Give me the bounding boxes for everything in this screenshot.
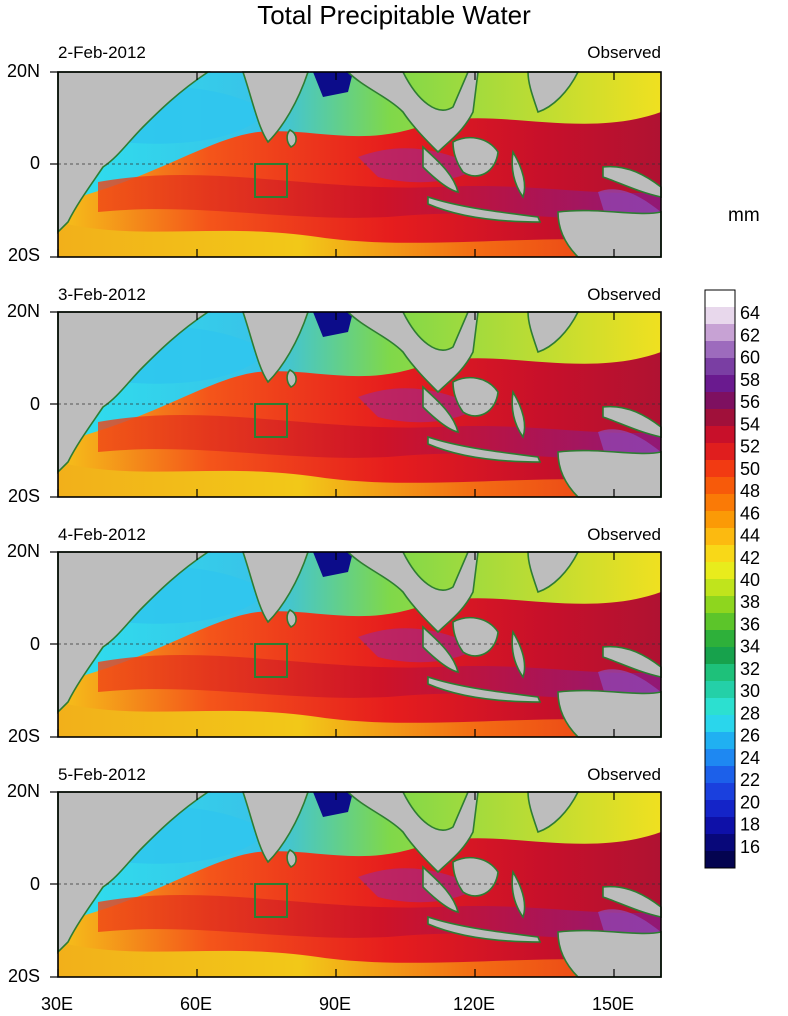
colorbar-swatch	[705, 732, 735, 750]
colorbar-label: 16	[740, 837, 760, 857]
colorbar-swatch	[705, 477, 735, 495]
colorbar-swatch	[705, 630, 735, 648]
panel-2-status: Observed	[587, 285, 661, 304]
colorbar-swatch	[705, 443, 735, 461]
colorbar-swatch	[705, 341, 735, 359]
panel-4-status: Observed	[587, 765, 661, 784]
lon-label-90e: 90E	[318, 994, 352, 1014]
panel-4-map	[57, 791, 662, 978]
panel-1-lat-0: 0	[29, 153, 40, 173]
colorbar-swatch	[705, 664, 735, 682]
colorbar-label: 62	[740, 325, 760, 345]
colorbar-swatch	[705, 698, 735, 716]
colorbar-label: 48	[740, 481, 760, 501]
colorbar-swatch	[705, 290, 735, 308]
colorbar-label: 38	[740, 592, 760, 612]
panel-2-date: 3-Feb-2012	[58, 285, 146, 304]
colorbar-label: 32	[740, 659, 760, 679]
colorbar-label: 58	[740, 370, 760, 390]
colorbar-label: 28	[740, 703, 760, 723]
colorbar-swatch	[705, 800, 735, 818]
colorbar-swatch	[705, 817, 735, 835]
colorbar-label: 24	[740, 748, 760, 768]
colorbar-swatch	[705, 834, 735, 852]
panel-3-map	[57, 551, 662, 738]
colorbar-label: 44	[740, 526, 760, 546]
colorbar-swatch	[705, 460, 735, 478]
colorbar-swatch	[705, 562, 735, 580]
colorbar-swatch	[705, 375, 735, 393]
colorbar-swatch	[705, 392, 735, 410]
panel-2-lat-20s: 20S	[7, 486, 40, 506]
panel-2-lat-20n: 20N	[6, 301, 40, 321]
colorbar-label: 40	[740, 570, 760, 590]
colorbar-swatch	[705, 358, 735, 376]
panel-3-lat-20s: 20S	[7, 726, 40, 746]
colorbar-swatch	[705, 324, 735, 342]
colorbar-label: 60	[740, 348, 760, 368]
panel-3-lat-0: 0	[29, 634, 40, 654]
lon-label-120e: 120E	[452, 994, 496, 1014]
panel-4-date: 5-Feb-2012	[58, 765, 146, 784]
colorbar-swatch	[705, 511, 735, 529]
panel-1-lat-20s: 20S	[7, 245, 40, 265]
panel-1-lat-20n: 20N	[6, 61, 40, 81]
panel-1-date: 2-Feb-2012	[58, 43, 146, 62]
figure-title: Total Precipitable Water	[257, 0, 531, 30]
colorbar-swatch	[705, 749, 735, 767]
lon-label-60e: 60E	[179, 994, 213, 1014]
highlight-box	[254, 163, 288, 198]
panel-3-status: Observed	[587, 525, 661, 544]
panel-4-lat-0: 0	[29, 874, 40, 894]
colorbar-label: 18	[740, 815, 760, 835]
colorbar-swatch	[705, 307, 735, 325]
colorbar-label: 26	[740, 726, 760, 746]
panel-4-lat-20s: 20S	[7, 966, 40, 986]
panel-2-map	[57, 311, 662, 498]
panel-4-lat-20n: 20N	[6, 781, 40, 801]
lon-label-150e: 150E	[591, 994, 635, 1014]
colorbar-swatch	[705, 783, 735, 801]
panel-1-map	[57, 71, 662, 258]
colorbar-swatch	[705, 596, 735, 614]
colorbar-units: mm	[728, 205, 760, 226]
lon-label-30e: 30E	[40, 994, 74, 1014]
colorbar-label: 20	[740, 792, 760, 812]
colorbar-label: 22	[740, 770, 760, 790]
panel-3-lat-20n: 20N	[6, 541, 40, 561]
colorbar-label: 46	[740, 503, 760, 523]
colorbar-swatch	[705, 579, 735, 597]
colorbar-label: 34	[740, 637, 760, 657]
colorbar-swatch	[705, 426, 735, 444]
colorbar-swatch	[705, 494, 735, 512]
axis-ticks	[50, 71, 615, 978]
colorbar-swatch	[705, 681, 735, 699]
colorbar-swatch	[705, 851, 735, 869]
colorbar-label: 36	[740, 614, 760, 634]
colorbar-swatch	[705, 545, 735, 563]
colorbar-label: 56	[740, 392, 760, 412]
colorbar-label: 30	[740, 681, 760, 701]
colorbar-label: 64	[740, 303, 760, 323]
panel-3-date: 4-Feb-2012	[58, 525, 146, 544]
panel-1-status: Observed	[587, 43, 661, 62]
colorbar-swatch	[705, 766, 735, 784]
colorbar-swatch	[705, 715, 735, 733]
colorbar-label: 54	[740, 414, 760, 434]
colorbar-label: 52	[740, 437, 760, 457]
colorbar-swatch	[705, 647, 735, 665]
colorbar-swatch	[705, 613, 735, 631]
colorbar-label: 42	[740, 548, 760, 568]
colorbar-swatch	[705, 528, 735, 546]
panel-2-lat-0: 0	[29, 394, 40, 414]
colorbar-swatch	[705, 409, 735, 427]
colorbar-label: 50	[740, 459, 760, 479]
